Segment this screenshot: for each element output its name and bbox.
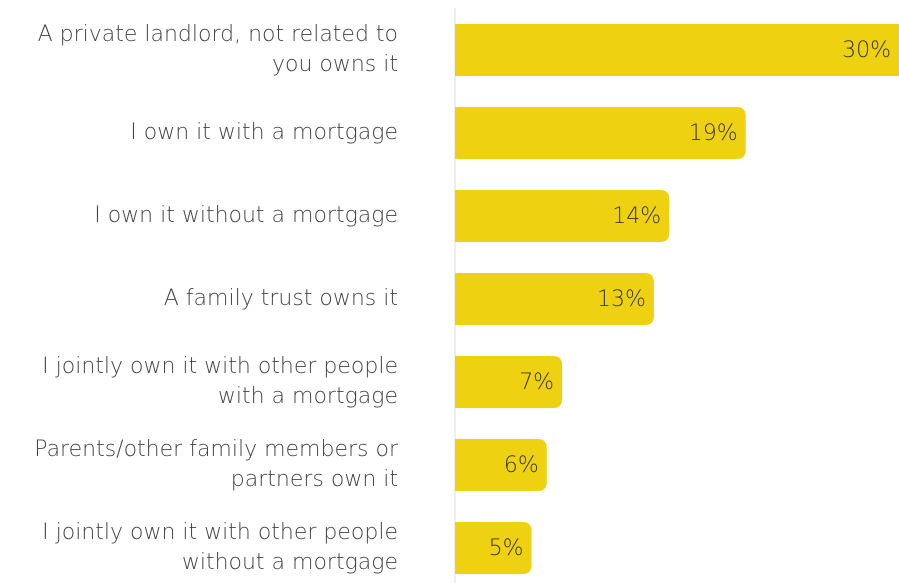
bar: [455, 273, 654, 325]
value-label: 14%: [612, 204, 661, 229]
category-label: I own it without a mortgage: [94, 203, 398, 228]
category-label: Parents/other family members or partners…: [34, 437, 398, 492]
bar: [455, 356, 563, 408]
category-label: A family trust owns it: [163, 286, 398, 311]
category-label: I own it with a mortgage: [130, 120, 398, 145]
category-label: A private landlord, not related to you o…: [37, 22, 398, 77]
bar: [455, 107, 746, 159]
value-label: 5%: [489, 536, 524, 561]
value-label: 30%: [842, 38, 891, 63]
value-label: 13%: [597, 287, 646, 312]
bar: [455, 522, 532, 574]
value-label: 19%: [689, 121, 738, 146]
bar: [455, 439, 547, 491]
value-label: 6%: [504, 453, 539, 478]
category-label: I jointly own it with other people with …: [42, 354, 398, 409]
bar: [455, 190, 670, 242]
category-label: I jointly own it with other people witho…: [42, 520, 398, 575]
bar: [455, 24, 899, 76]
value-label: 7%: [519, 370, 554, 395]
